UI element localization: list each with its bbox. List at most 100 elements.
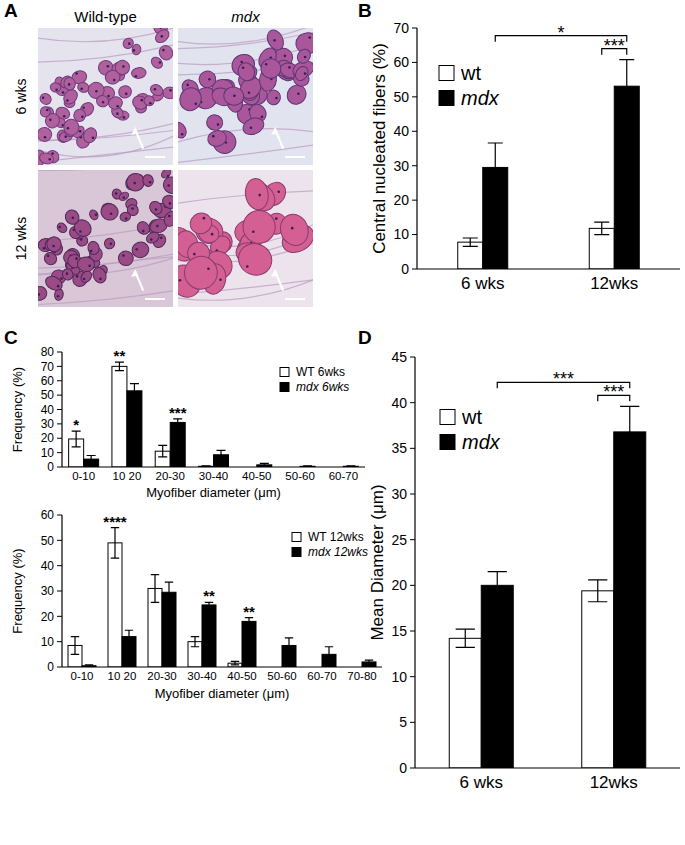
significance-label: ****: [103, 513, 127, 530]
plot-area: [68, 528, 376, 667]
nucleus: [169, 89, 172, 92]
fiber: [235, 60, 257, 83]
y-tick-label: 40: [391, 395, 407, 411]
y-tick: [410, 585, 415, 586]
nucleus: [308, 36, 311, 39]
nucleus: [275, 97, 278, 100]
nucleus: [155, 208, 158, 211]
chart: 01020304050600-1010 2020-3030-4040-5050-…: [10, 508, 382, 701]
fiber: [295, 47, 313, 66]
fiber: [49, 82, 61, 93]
y-tick: [57, 438, 62, 439]
scale-bar: [145, 298, 165, 300]
legend-label: WT 12wks: [308, 530, 364, 544]
y-tick: [57, 641, 62, 642]
x-axis: [417, 268, 680, 269]
y-tick-label: 20: [393, 192, 409, 208]
nucleus: [284, 55, 287, 58]
nucleus: [195, 103, 198, 106]
tissue-strand: [38, 170, 173, 171]
error-bar: [365, 660, 373, 664]
nucleus: [186, 84, 189, 87]
y-tick: [410, 357, 415, 358]
fiber: [242, 210, 276, 245]
y-tick: [57, 467, 62, 468]
fiber: [161, 209, 173, 229]
significance-label: ***: [169, 404, 187, 421]
legend-label: mdx 12wks: [308, 545, 368, 559]
nucleus: [261, 116, 264, 119]
x-tick-label: 10 20: [108, 670, 137, 682]
legend-label: mdx 6wks: [296, 380, 349, 394]
y-tick: [410, 631, 415, 632]
legend-swatch: [292, 533, 301, 542]
fiber: [104, 238, 115, 249]
y-tick: [412, 234, 417, 235]
y-tick-label: 10: [393, 226, 409, 242]
legend-swatch: [292, 548, 301, 557]
nucleus: [233, 95, 236, 98]
nucleus: [252, 230, 255, 233]
panel-label: B: [358, 0, 372, 21]
nucleus: [159, 61, 162, 64]
nucleus: [79, 230, 82, 233]
y-tick: [412, 165, 417, 166]
nucleus: [162, 49, 165, 52]
y-tick: [410, 448, 415, 449]
tissue-strand: [178, 145, 313, 162]
error-bar: [260, 463, 269, 466]
legend: wtmdx: [439, 62, 500, 109]
x-tick-label: 50-60: [285, 470, 314, 482]
y-tick-label: 0: [47, 460, 54, 474]
nucleus: [95, 214, 98, 217]
fiber: [99, 202, 120, 222]
y-tick-label: 50: [41, 388, 55, 402]
y-tick-label: 20: [41, 431, 55, 445]
bar: [449, 638, 481, 768]
nucleus: [304, 72, 307, 75]
legend-label: mdx: [462, 431, 501, 453]
fiber: [87, 240, 101, 255]
fiber: [196, 68, 218, 90]
nucleus: [92, 137, 95, 140]
nucleus: [135, 248, 138, 251]
nucleus: [211, 233, 214, 236]
bar: [108, 543, 122, 667]
fiber: [77, 256, 95, 272]
nucleus: [66, 272, 69, 275]
error-bar: [463, 238, 478, 246]
fiber: [63, 76, 77, 91]
bar: [614, 432, 646, 768]
significance-label: **: [114, 347, 126, 364]
bar: [127, 391, 142, 467]
x-tick-label: 0-10: [70, 670, 93, 682]
nucleus: [48, 158, 51, 161]
significance-label: *: [557, 23, 564, 43]
fiber: [63, 207, 82, 226]
x-tick-label: 0-10: [72, 470, 95, 482]
plot-area: [449, 406, 646, 768]
y-tick-label: 80: [41, 345, 55, 359]
nucleus: [83, 278, 86, 281]
y-tick-label: 30: [391, 486, 407, 502]
panel-label: D: [358, 327, 372, 348]
x-tick-label: 10 20: [113, 470, 142, 482]
nucleus: [258, 194, 261, 197]
x-tick-label: 6 wks: [461, 274, 504, 293]
error-bar: [125, 630, 133, 643]
legend-label: wt: [461, 406, 482, 428]
fiber: [38, 151, 55, 165]
x-axis: [415, 767, 680, 768]
y-tick: [412, 28, 417, 29]
nucleus: [207, 267, 210, 270]
y-tick: [412, 62, 417, 63]
y-tick: [410, 494, 415, 495]
fiber: [266, 89, 281, 105]
significance-label: **: [243, 603, 255, 620]
image-background: [178, 170, 313, 307]
fiber: [119, 211, 132, 223]
nucleus: [99, 278, 102, 281]
error-bar: [85, 665, 93, 667]
nucleus: [44, 136, 47, 139]
significance-label: ***: [603, 382, 624, 402]
